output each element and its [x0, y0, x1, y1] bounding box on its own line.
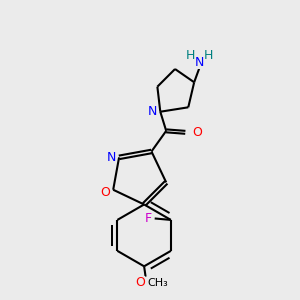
Text: H: H: [186, 49, 195, 62]
Text: O: O: [100, 186, 110, 199]
Text: CH₃: CH₃: [148, 278, 168, 287]
Text: O: O: [135, 276, 145, 289]
Text: H: H: [204, 49, 213, 62]
Text: N: N: [107, 151, 116, 164]
Text: N: N: [147, 105, 157, 118]
Text: N: N: [195, 56, 204, 69]
Text: F: F: [145, 212, 152, 225]
Text: O: O: [192, 126, 202, 139]
